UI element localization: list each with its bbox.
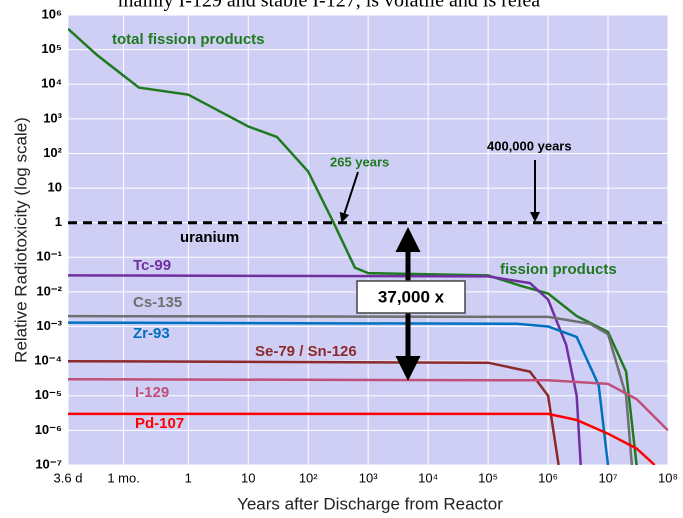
series-label: Zr-93	[133, 325, 170, 342]
y-tick-label: 10⁶	[42, 6, 62, 21]
series-line	[68, 274, 582, 465]
y-tick-label: 10³	[43, 110, 62, 125]
annotation: 400,000 years	[487, 138, 572, 153]
series-line	[68, 314, 634, 465]
x-tick-label: 10⁶	[538, 470, 558, 485]
series-line	[68, 321, 610, 465]
series-line	[68, 359, 560, 465]
x-axis-label: Years after Discharge from Reactor	[237, 494, 503, 513]
annotation: 265 years	[330, 154, 389, 169]
x-tick-label: 10⁷	[598, 470, 617, 485]
x-tick-label: 10	[241, 470, 255, 485]
y-tick-label: 10⁻⁷	[35, 456, 62, 471]
y-tick-label: 10	[48, 180, 62, 195]
x-tick-label: 1 mo.	[107, 470, 140, 485]
y-axis-label: Relative Radiotoxicity (log scale)	[11, 117, 30, 363]
y-tick-label: 10⁻¹	[36, 249, 62, 264]
x-tick-label: 10⁵	[478, 470, 498, 485]
series-line	[68, 412, 656, 465]
series-label: Cs-135	[133, 294, 182, 311]
y-tick-label: 1	[55, 214, 62, 229]
x-tick-label: 3.6 d	[54, 470, 83, 485]
x-tick-label: 10³	[359, 470, 378, 485]
x-tick-label: 10²	[299, 470, 318, 485]
caption: mainly I-129 and stable I-127, is volati…	[118, 0, 540, 12]
arrow	[339, 171, 359, 223]
y-tick-label: 10⁵	[41, 41, 62, 56]
annotation: 37,000 x	[378, 287, 445, 306]
y-tick-label: 10⁻⁴	[34, 353, 62, 368]
x-tick-label: 10⁸	[658, 470, 678, 485]
series-label: Pd-107	[135, 415, 184, 432]
y-tick-label: 10⁴	[41, 76, 62, 91]
x-tick-label: 10⁴	[418, 470, 438, 485]
x-tick-label: 1	[185, 470, 192, 485]
series-label: Tc-99	[133, 257, 171, 274]
series-label: total fission products	[112, 31, 265, 48]
y-tick-label: 10²	[43, 145, 62, 160]
series-label: uranium	[180, 229, 239, 246]
y-tick-label: 10⁻³	[36, 318, 62, 333]
y-tick-label: 10⁻⁶	[35, 422, 62, 437]
series-label: I-129	[135, 384, 169, 401]
series-line	[68, 27, 638, 465]
y-tick-label: 10⁻²	[36, 283, 62, 298]
series-line	[68, 378, 668, 432]
annotation: fission products	[500, 261, 617, 278]
series-label: Se-79 / Sn-126	[255, 343, 357, 360]
annotation-box	[356, 280, 466, 314]
y-tick-label: 10⁻⁵	[35, 387, 62, 402]
